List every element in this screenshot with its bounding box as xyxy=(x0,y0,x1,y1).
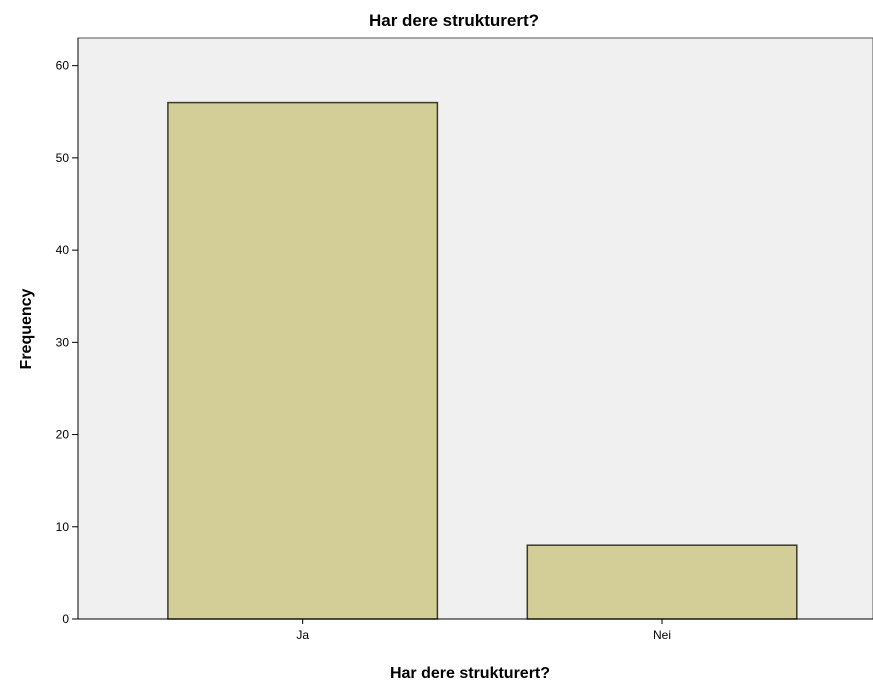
bar-nei xyxy=(526,544,798,620)
x-tick-label: Ja xyxy=(296,628,309,642)
y-tick-label: 10 xyxy=(56,520,70,534)
y-tick-label: 60 xyxy=(56,59,70,73)
y-tick-label: 40 xyxy=(56,243,70,257)
y-tick-label: 30 xyxy=(56,335,70,349)
x-tick-label: Nei xyxy=(653,628,671,642)
chart-title: Har dere strukturert? xyxy=(369,11,539,30)
y-axis-title: Frequency xyxy=(18,288,35,369)
x-axis-title: Har dere strukturert? xyxy=(390,665,550,682)
y-tick-label: 0 xyxy=(62,612,69,626)
bar-ja xyxy=(167,101,439,620)
y-tick-label: 20 xyxy=(56,428,70,442)
y-tick-label: 50 xyxy=(56,151,70,165)
